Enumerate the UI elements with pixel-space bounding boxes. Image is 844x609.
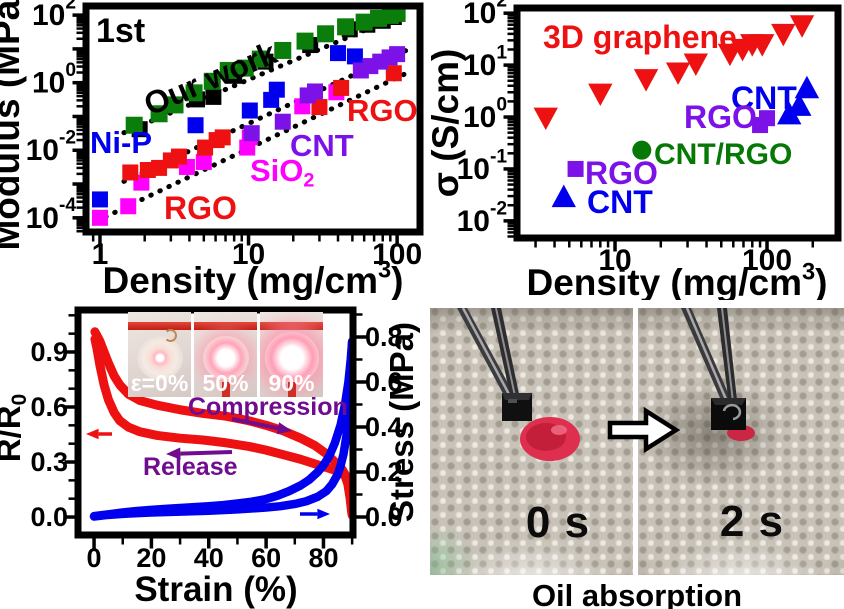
svg-text:1: 1 <box>92 238 109 271</box>
svg-text:0.0: 0.0 <box>365 502 403 532</box>
svg-text:40: 40 <box>194 543 224 573</box>
svg-text:10-1: 10-1 <box>457 146 508 186</box>
time-label-0s: 0 s <box>525 498 591 547</box>
svg-text:RGO: RGO <box>164 190 237 226</box>
svg-text:CNT: CNT <box>290 128 354 163</box>
red-wire-vertical <box>287 382 296 397</box>
svg-text:101: 101 <box>463 42 507 82</box>
svg-text:10: 10 <box>598 244 631 277</box>
svg-text:100: 100 <box>463 94 507 134</box>
led-photo-90pct: 90% <box>260 312 323 397</box>
strain-stress-chart: 0 20 40 60 80 0.9 0.6 0.3 0.0 0.8 0.6 0.4 0.2 0.0 Stra… <box>0 306 420 609</box>
svg-text:RGO: RGO <box>585 155 658 191</box>
time-label-2s: 2 s <box>719 497 785 546</box>
svg-text:CNT: CNT <box>731 80 797 116</box>
svg-text:0.8: 0.8 <box>365 322 403 352</box>
svg-text:1st: 1st <box>96 12 145 50</box>
led-photo-0pct: ε=0% <box>128 312 191 397</box>
svg-text:Density (mg/cm3): Density (mg/cm3) <box>526 259 827 300</box>
svg-text:CNT: CNT <box>587 184 653 220</box>
svg-text:80: 80 <box>308 543 338 573</box>
svg-text:R/R0: R/R0 <box>0 394 31 463</box>
led-inset: ε=0% 50% 90% <box>128 312 324 397</box>
svg-text:10-2: 10-2 <box>26 127 76 167</box>
red-wire <box>194 322 257 330</box>
svg-text:CNT/RGO: CNT/RGO <box>654 138 792 171</box>
red-wire <box>128 322 191 330</box>
svg-text:Stress (MPa): Stress (MPa) <box>383 322 420 522</box>
red-wire-vertical <box>221 382 230 397</box>
svg-text:σ (S/cm): σ (S/cm) <box>430 49 466 198</box>
svg-text:Release: Release <box>143 453 238 481</box>
svg-text:Strain (%): Strain (%) <box>134 570 297 609</box>
svg-text:100: 100 <box>32 60 76 100</box>
oil-photo-2s: 2 s <box>638 308 844 575</box>
led-photo-50pct: 50% <box>194 312 257 397</box>
svg-text:Our work: Our work <box>139 34 283 122</box>
inset-label-90pct: 90% <box>268 370 315 396</box>
svg-text:0: 0 <box>87 543 102 573</box>
red-wire <box>260 322 323 330</box>
svg-text:Modulus (MPa): Modulus (MPa) <box>0 0 27 251</box>
svg-text:102: 102 <box>32 0 76 32</box>
svg-text:100: 100 <box>742 244 792 277</box>
svg-text:0.4: 0.4 <box>365 412 403 442</box>
svg-text:10: 10 <box>232 238 265 271</box>
svg-text:Density (mg/cm3): Density (mg/cm3) <box>102 257 403 300</box>
svg-text:10-4: 10-4 <box>26 195 77 235</box>
svg-text:Ni-P: Ni-P <box>90 125 152 160</box>
panel-oil-absorption: 0 s 2 s Oil absorption <box>430 300 844 609</box>
inset-label-0pct: ε=0% <box>130 370 189 396</box>
svg-text:102: 102 <box>463 0 507 30</box>
svg-text:10-2: 10-2 <box>457 198 507 238</box>
svg-text:3D graphene: 3D graphene <box>543 19 737 55</box>
led-glow-bright <box>264 331 319 384</box>
svg-text:Compression: Compression <box>188 393 348 421</box>
panel-strain-stress: 0 20 40 60 80 0.9 0.6 0.3 0.0 0.8 0.6 0.4 0.2 0.0 Stra… <box>0 300 430 609</box>
svg-text:0.3: 0.3 <box>30 447 68 477</box>
svg-text:0.9: 0.9 <box>30 337 68 367</box>
led-glow-dim <box>136 335 183 380</box>
svg-text:0.6: 0.6 <box>365 367 403 397</box>
svg-text:0.0: 0.0 <box>30 502 68 532</box>
oil-photo-0s-overlay <box>457 308 580 461</box>
panel-conductivity-density: 10 100 102 101 100 10-1 10-2σ (S/cm) Density (m… <box>430 0 844 300</box>
svg-text:60: 60 <box>251 543 281 573</box>
svg-text:100: 100 <box>372 238 422 271</box>
right-block-arrow-icon <box>607 406 680 454</box>
svg-text:RGO: RGO <box>684 99 757 135</box>
led-glow-medium <box>202 335 249 380</box>
svg-text:0.6: 0.6 <box>30 392 68 422</box>
gold-wire <box>164 329 177 342</box>
inset-label-50pct: 50% <box>202 370 249 396</box>
svg-text:SiO2: SiO2 <box>250 153 314 192</box>
oil-photo-0s: 0 s <box>430 308 633 575</box>
svg-text:RGO: RGO <box>347 93 418 128</box>
conductivity-density-chart: 10 100 102 101 100 10-1 10-2σ (S/cm) Density (m… <box>430 0 842 300</box>
svg-text:0.2: 0.2 <box>365 457 403 487</box>
oil-caption: Oil absorption <box>531 578 743 609</box>
oil-photo-2s-overlay <box>681 308 755 441</box>
svg-text:20: 20 <box>136 543 166 573</box>
